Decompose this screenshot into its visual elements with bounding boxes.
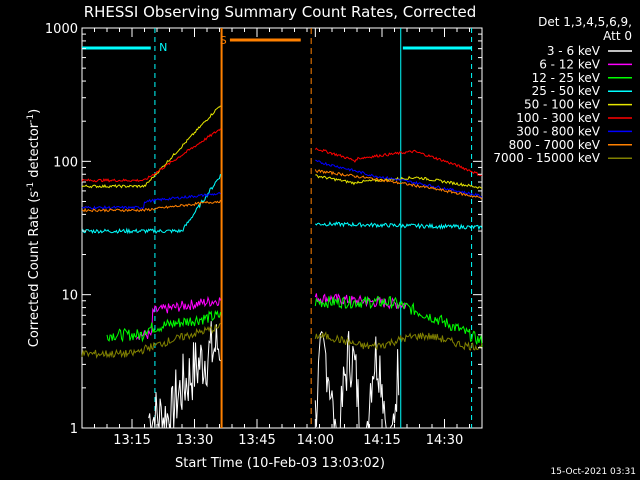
- x-tick-label: 14:00: [297, 433, 334, 448]
- series-line-3-6-kev: [314, 330, 400, 429]
- legend-label: 100 - 300 keV: [516, 111, 600, 125]
- legend-label: 12 - 25 keV: [532, 71, 601, 85]
- y-tick-label: 10: [61, 289, 78, 304]
- timestamp: 15-Oct-2021 03:31: [551, 467, 636, 477]
- series-line-12-25-kev: [314, 295, 483, 348]
- legend-label: 300 - 800 keV: [516, 124, 600, 138]
- y-tick-label: 1000: [45, 22, 78, 37]
- x-tick-label: 13:30: [176, 433, 213, 448]
- x-axis-label: Start Time (10-Feb-03 13:03:02): [175, 456, 385, 471]
- y-tick-label: 1: [70, 422, 78, 437]
- legend-label: 25 - 50 keV: [532, 84, 601, 98]
- series-line-50-100-kev: [81, 105, 221, 189]
- y-axis-label: Corrected Count Rate (s-1 detector-1): [26, 109, 42, 347]
- legend-header-line-2: Att 0: [603, 29, 632, 43]
- y-tick-label: 100: [53, 155, 78, 170]
- x-tick-label: 13:45: [238, 433, 275, 448]
- series-line-3-6-kev: [148, 321, 221, 429]
- series-line-25-50-kev: [81, 173, 221, 235]
- legend-header-line-1: Det 1,3,4,5,6,9,: [538, 15, 632, 29]
- series-line-300-800-kev: [81, 192, 221, 210]
- series-line-100-300-kev: [314, 147, 483, 177]
- legend-label: 6 - 12 keV: [539, 57, 601, 71]
- series-line-100-300-kev: [81, 128, 221, 183]
- night-label: N: [159, 41, 167, 54]
- series-line-800-7000-kev: [81, 199, 221, 213]
- legend-label: 7000 - 15000 keV: [493, 151, 600, 165]
- series-line-6-12-kev: [135, 295, 221, 340]
- legend-label: 800 - 7000 keV: [509, 138, 601, 152]
- series-line-7000-15000-kev: [314, 331, 483, 351]
- series-line-12-25-kev: [106, 309, 221, 343]
- saa-label: S: [220, 34, 227, 47]
- series-line-7000-15000-kev: [81, 322, 221, 359]
- series-line-800-7000-kev: [314, 169, 483, 200]
- x-tick-label: 14:15: [363, 433, 400, 448]
- legend-label: 50 - 100 keV: [524, 98, 601, 112]
- x-tick-label: 13:15: [113, 433, 150, 448]
- legend-label: 3 - 6 keV: [547, 44, 601, 58]
- series-line-300-800-kev: [315, 159, 483, 198]
- x-tick-label: 14:30: [426, 433, 463, 448]
- series-line-6-12-kev: [314, 293, 408, 310]
- series-line-25-50-kev: [314, 221, 483, 231]
- chart-title: RHESSI Observing Summary Count Rates, Co…: [84, 3, 477, 21]
